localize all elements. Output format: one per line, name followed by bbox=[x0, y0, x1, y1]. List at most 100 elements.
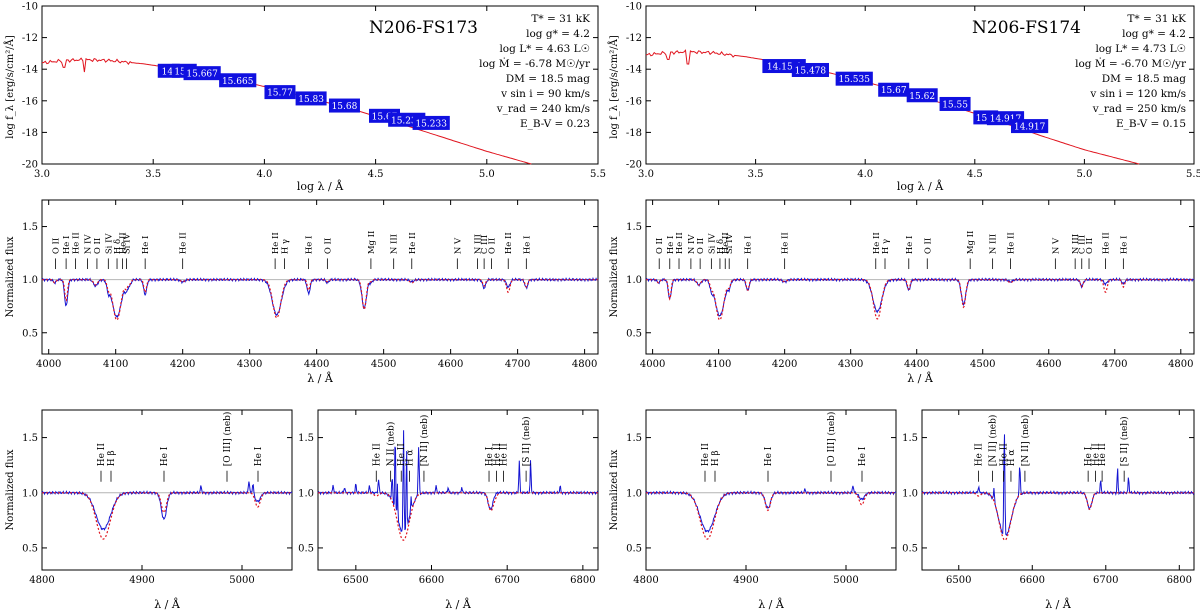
model-spectrum bbox=[42, 279, 598, 321]
x-tick-label: 4700 bbox=[1102, 359, 1127, 370]
plot-marks: He II H β He I [O III] (neb) He I bbox=[41, 412, 293, 540]
observed-spectrum bbox=[645, 277, 1195, 317]
y-tick-label: 0.5 bbox=[902, 543, 918, 554]
y-axis-label: Normalized flux bbox=[5, 236, 16, 317]
line-id-label: Si IV bbox=[104, 233, 114, 255]
plot-marks: 14.15.715.66715.66515.7715.8315.6815.671… bbox=[41, 13, 591, 165]
y-tick-label: 1.5 bbox=[626, 433, 642, 444]
y-tick-label: 1.0 bbox=[626, 275, 642, 286]
line-id-label: N IV bbox=[84, 234, 94, 254]
sed-panel-fs173: 3.0 3.5 4.0 4.5 5.0 5.5 -10 -12 -14 -16 -18 -20 14.… bbox=[4, 2, 606, 194]
line-id-label: He II bbox=[701, 443, 711, 467]
x-tick-label: 6500 bbox=[946, 575, 971, 586]
x-axis-label: λ / Å bbox=[907, 371, 934, 385]
line-id-label: He II bbox=[1091, 443, 1101, 467]
plot-marks: He II H β He I [O III] (neb) He I bbox=[645, 412, 897, 540]
y-tick-label: 1.5 bbox=[22, 433, 38, 444]
photometry-label: 15.77 bbox=[267, 89, 293, 99]
axis-ticks: 3.0 3.5 4.0 4.5 5.0 5.5 -10 -12 -14 -16 -18 -20 bbox=[626, 2, 1200, 181]
line-id-label: N III bbox=[1071, 234, 1081, 254]
photometry-label: 15.8 bbox=[976, 114, 996, 124]
line-id-label: He II bbox=[71, 232, 81, 254]
parameter-text: DM = 18.5 mag bbox=[1102, 73, 1187, 85]
photometry-box bbox=[295, 91, 327, 106]
line-id-label: He II bbox=[271, 232, 281, 254]
line-id-label: O II bbox=[323, 238, 333, 254]
x-tick-label: 6500 bbox=[343, 575, 368, 586]
observed-spectrum bbox=[41, 481, 293, 531]
parameter-text: T* = 31 kK bbox=[531, 13, 590, 25]
parameter-text: v sin i = 120 km/s bbox=[1089, 88, 1186, 100]
model-spectrum bbox=[646, 279, 1194, 321]
y-tick-label: -16 bbox=[626, 96, 642, 107]
y-axis-label: Normalized flux bbox=[609, 449, 620, 530]
x-axis-label: λ / Å bbox=[758, 597, 785, 611]
line-id-label: He II bbox=[1098, 443, 1108, 467]
x-tick-label: 4200 bbox=[170, 359, 195, 370]
line-id-label: He I bbox=[305, 236, 315, 255]
x-tick-label: 6800 bbox=[570, 575, 595, 586]
photometry-box bbox=[878, 82, 910, 97]
line-id-label: Si IV bbox=[122, 233, 132, 255]
y-tick-label: 0.5 bbox=[22, 543, 38, 554]
y-tick-label: 0.5 bbox=[22, 328, 38, 339]
x-tick-label: 5.0 bbox=[1076, 169, 1092, 180]
line-id-label: N III bbox=[989, 234, 999, 254]
model-spectrum bbox=[42, 492, 292, 540]
y-tick-label: -16 bbox=[22, 96, 38, 107]
y-tick-label: 1.0 bbox=[22, 488, 38, 499]
photometry-box bbox=[939, 96, 971, 111]
line-id-label: He I bbox=[62, 236, 72, 255]
x-tick-label: 4400 bbox=[904, 359, 929, 370]
line-id-label: He II bbox=[118, 232, 128, 254]
line-id-label: N IV bbox=[687, 234, 697, 254]
x-tick-label: 5.5 bbox=[1186, 169, 1200, 180]
line-id-label: N V bbox=[1051, 237, 1061, 254]
hbeta-spectrum-fs173: 4800 4900 5000 0.5 1.0 1.5 He II H β He I [O III… bbox=[5, 409, 293, 611]
x-axis-label: λ / Å bbox=[1045, 597, 1072, 611]
line-id-label: O II bbox=[1085, 238, 1095, 254]
y-axis-label: log f_λ [erg/s/cm²/Å] bbox=[4, 35, 16, 139]
x-tick-label: 4000 bbox=[640, 359, 665, 370]
x-tick-label: 4100 bbox=[706, 359, 731, 370]
x-tick-label: 4.0 bbox=[256, 169, 272, 180]
line-id-label: He I bbox=[905, 236, 915, 255]
x-tick-label: 3.5 bbox=[145, 169, 161, 180]
sed-model-line bbox=[41, 57, 532, 165]
photometry-box bbox=[791, 62, 829, 77]
parameter-text: v_rad = 240 km/s bbox=[496, 103, 590, 115]
photometry-box bbox=[183, 66, 221, 81]
parameter-text: log g* = 4.2 bbox=[526, 28, 590, 40]
x-tick-label: 5.5 bbox=[590, 169, 606, 180]
y-tick-label: 0.5 bbox=[626, 328, 642, 339]
line-id-label: [N II] (neb) bbox=[988, 415, 999, 467]
axis-ticks: 3.0 3.5 4.0 4.5 5.0 5.5 -10 -12 -14 -16 -18 -20 bbox=[22, 2, 606, 181]
hbeta-spectrum-fs174: 4800 4900 5000 0.5 1.0 1.5 He II H β He I [O III… bbox=[609, 409, 897, 611]
y-tick-label: -20 bbox=[22, 160, 38, 171]
x-axis-label: log λ / Å bbox=[897, 179, 944, 193]
y-axis-label: log f_λ [erg/s/cm²/Å] bbox=[608, 35, 620, 139]
photometry-box bbox=[219, 73, 257, 88]
axis-ticks: 4800 4900 5000 0.5 1.0 1.5 bbox=[22, 410, 292, 586]
x-tick-label: 4800 bbox=[572, 359, 597, 370]
line-id-label: He II bbox=[372, 443, 382, 467]
line-id-label: [S II] (neb) bbox=[1119, 416, 1130, 466]
line-id-label: H β bbox=[107, 450, 117, 466]
photometry-label: 15.665 bbox=[222, 77, 254, 87]
x-tick-label: 4500 bbox=[371, 359, 396, 370]
x-tick-label: 5000 bbox=[229, 575, 254, 586]
x-tick-label: 4600 bbox=[438, 359, 463, 370]
plot-frame bbox=[41, 199, 599, 355]
photometry-box bbox=[835, 71, 873, 86]
line-id-label: Mg II bbox=[966, 231, 976, 255]
star-name: N206-FS174 bbox=[972, 18, 1081, 38]
photometry-label: 15.67 bbox=[881, 86, 907, 96]
x-tick-label: 6700 bbox=[1093, 575, 1118, 586]
photometry-box bbox=[328, 98, 360, 113]
sed-model-line bbox=[645, 49, 1140, 165]
photometry-label: 15.67 bbox=[372, 112, 398, 122]
line-id-label: H β bbox=[711, 450, 721, 466]
x-tick-label: 4800 bbox=[1168, 359, 1193, 370]
line-id-label: He II bbox=[397, 443, 407, 467]
